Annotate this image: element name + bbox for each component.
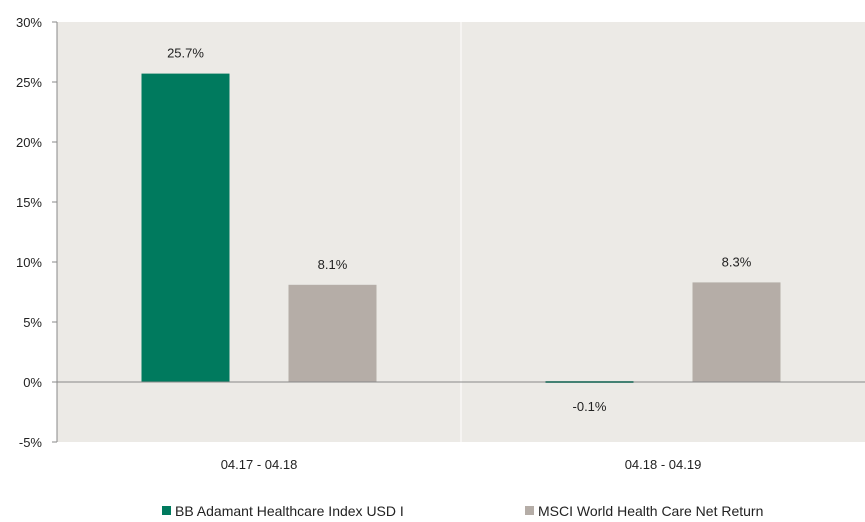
y-tick-label: -5% <box>19 435 43 450</box>
legend-label: MSCI World Health Care Net Return <box>538 503 763 519</box>
y-tick-label: 30% <box>16 15 42 30</box>
y-tick-label: 5% <box>23 315 42 330</box>
y-tick-label: 10% <box>16 255 42 270</box>
bar <box>288 284 377 382</box>
bar <box>692 282 781 382</box>
legend-label: BB Adamant Healthcare Index USD I <box>175 503 404 519</box>
bar <box>141 73 230 382</box>
legend-swatch <box>525 506 534 515</box>
data-label: 8.1% <box>318 257 348 272</box>
data-label: 25.7% <box>167 46 204 61</box>
legend-swatch <box>162 506 171 515</box>
category-label: 04.18 - 04.19 <box>625 457 702 472</box>
data-label: -0.1% <box>573 399 607 414</box>
y-tick-label: 20% <box>16 135 42 150</box>
y-tick-label: 25% <box>16 75 42 90</box>
y-tick-label: 0% <box>23 375 42 390</box>
y-tick-label: 15% <box>16 195 42 210</box>
data-label: 8.3% <box>722 254 752 269</box>
category-label: 04.17 - 04.18 <box>221 457 298 472</box>
